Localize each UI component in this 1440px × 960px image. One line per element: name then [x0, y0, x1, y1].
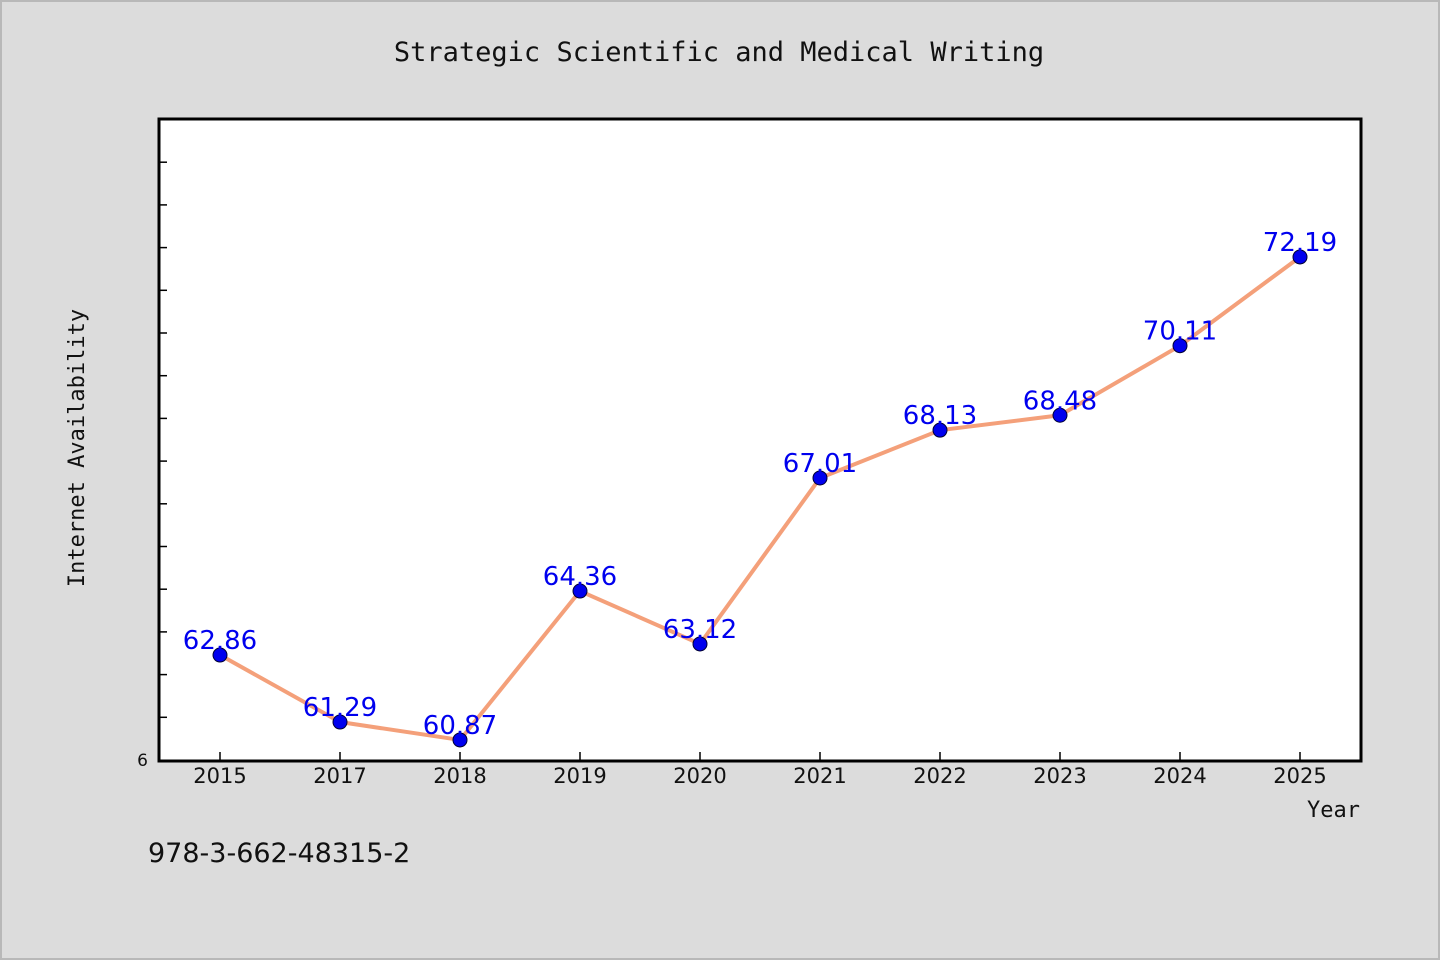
data-label: 72.19 [1263, 228, 1337, 258]
data-point [572, 583, 588, 599]
data-point [932, 422, 948, 438]
isbn-footer: 978-3-662-48315-2 [148, 838, 410, 869]
x-tick-label: 2019 [553, 764, 606, 788]
data-label: 70.11 [1143, 317, 1217, 347]
data-label: 68.13 [903, 401, 977, 431]
y-axis-ticks: 6 [137, 161, 167, 771]
x-tick-label: 2015 [193, 764, 246, 788]
x-tick-label: 2024 [1153, 764, 1206, 788]
x-tick-label: 2017 [313, 764, 366, 788]
data-label: 67.01 [783, 449, 857, 479]
data-labels-layer: 62.86 61.29 60.87 64.36 63.12 67.01 68.13 68.48… [183, 228, 1337, 741]
series-line-layer [218, 254, 1302, 742]
data-point [212, 647, 228, 663]
x-tick-label: 2023 [1033, 764, 1086, 788]
data-label: 61.29 [303, 693, 377, 723]
data-label: 62.86 [183, 626, 257, 656]
x-tick-label: 2025 [1273, 764, 1326, 788]
y-axis-label: Internet Availability [65, 309, 90, 587]
data-point [332, 714, 348, 730]
data-label: 63.12 [663, 615, 737, 645]
data-point [452, 732, 468, 748]
data-label: 68.48 [1023, 386, 1097, 416]
x-axis-ticks: 2015 2017 2018 2019 2020 2021 2022 2023 2024 2025 [193, 752, 1327, 788]
data-point [812, 470, 828, 486]
chart-title: Strategic Scientific and Medical Writing [394, 37, 1044, 68]
data-point [1172, 338, 1188, 354]
series-line [218, 254, 1302, 742]
x-axis-label: Year [1307, 798, 1360, 823]
data-label: 60.87 [423, 711, 497, 741]
data-point [1292, 249, 1308, 265]
data-point [1052, 407, 1068, 423]
markers-layer [212, 249, 1308, 748]
data-label: 64.36 [543, 562, 617, 592]
x-tick-label: 2018 [433, 764, 486, 788]
x-tick-label: 2020 [673, 764, 726, 788]
data-point [692, 636, 708, 652]
plot-area [157, 117, 1363, 763]
x-tick-label: 2022 [913, 764, 966, 788]
x-tick-label: 2021 [793, 764, 846, 788]
y-tick-label: 6 [137, 751, 148, 771]
